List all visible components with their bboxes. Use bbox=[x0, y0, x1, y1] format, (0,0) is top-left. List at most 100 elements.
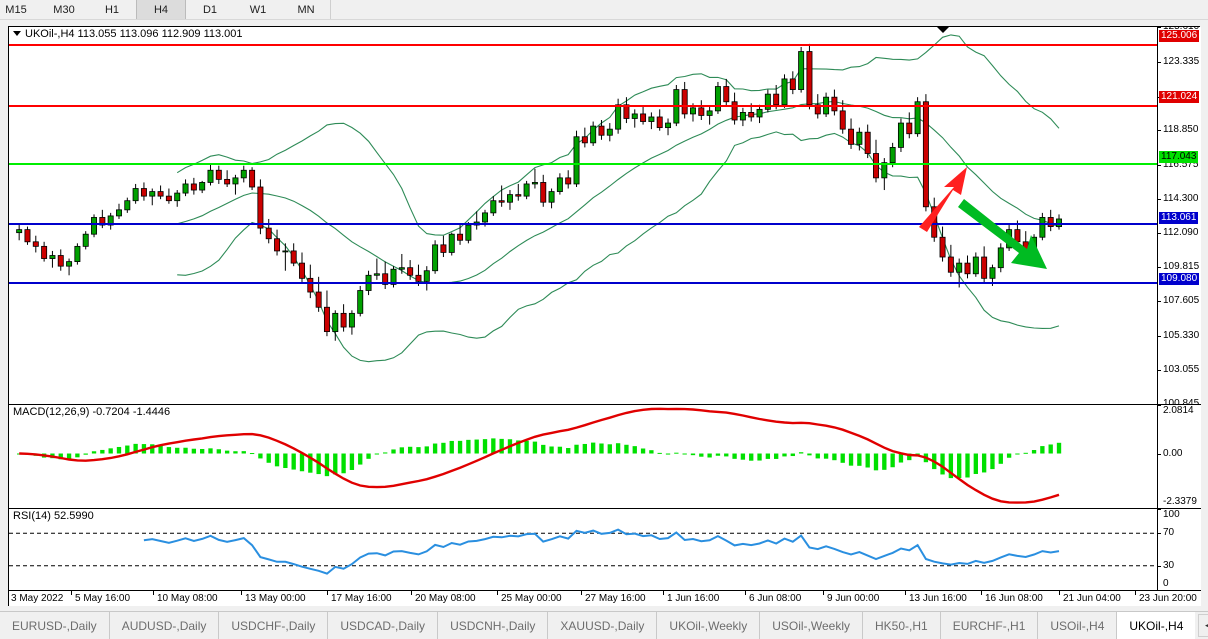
time-tickmark bbox=[663, 591, 664, 595]
timeframe-button-w1[interactable]: W1 bbox=[234, 0, 282, 19]
symbol-tab-eurusd-daily[interactable]: EURUSD-,Daily bbox=[0, 612, 110, 639]
symbol-tab-usdcnh-daily[interactable]: USDCNH-,Daily bbox=[438, 612, 549, 639]
time-tickmark bbox=[581, 591, 582, 595]
symbol-tab-hk50-h1[interactable]: HK50-,H1 bbox=[863, 612, 941, 639]
rsi-plot[interactable] bbox=[9, 509, 1157, 590]
price-tick-label: 118.850 bbox=[1163, 123, 1199, 135]
time-tickmark bbox=[327, 591, 328, 595]
price-tick-label: 103.055 bbox=[1163, 364, 1200, 376]
rsi-tick-label: 0 bbox=[1163, 578, 1169, 589]
symbol-tab-bar[interactable]: EURUSD-,Daily AUDUSD-,Daily USDCHF-,Daily U… bbox=[0, 611, 1208, 639]
chart-top-marker-icon bbox=[936, 27, 950, 33]
price-pane-title-text: UKOil-,H4 113.055 113.096 112.909 113.00… bbox=[25, 28, 243, 40]
time-tickmark bbox=[823, 591, 824, 595]
time-tickmark bbox=[241, 591, 242, 595]
timeframe-button-group: M15 M30 H1 H4 D1 W1 MN bbox=[0, 0, 331, 19]
macd-pane[interactable]: 2.0814 0.00 -2.3379 MACD(12,26,9) -0.7204 … bbox=[9, 405, 1201, 509]
level-line-113[interactable] bbox=[9, 223, 1157, 225]
symbol-tab-audusd-daily[interactable]: AUDUSD-,Daily bbox=[109, 612, 220, 639]
price-level-tag-121-024[interactable]: 121.024 bbox=[1159, 90, 1200, 103]
price-plot[interactable] bbox=[9, 27, 1157, 404]
rsi-axis: 100 70 30 0 bbox=[1157, 509, 1201, 590]
level-line-121[interactable] bbox=[9, 105, 1157, 107]
price-tickmark bbox=[1158, 301, 1161, 303]
symbol-tab-usdcad-daily[interactable]: USDCAD-,Daily bbox=[328, 612, 439, 639]
time-tickmark bbox=[153, 591, 154, 595]
rsi-tick-label: 100 bbox=[1163, 509, 1180, 520]
tab-scroll-controls: ◀ ▶ bbox=[1195, 612, 1208, 639]
time-tick-label: 21 Jun 04:00 bbox=[1063, 593, 1121, 604]
price-tickmark bbox=[1158, 199, 1161, 201]
price-tick-label: 105.330 bbox=[1163, 329, 1200, 341]
rsi-pane[interactable]: 100 70 30 0 RSI(14) 52.5990 bbox=[9, 509, 1201, 591]
rsi-tickmark bbox=[1158, 533, 1161, 535]
price-tick-label: 114.300 bbox=[1163, 193, 1199, 205]
symbol-tab-usdchf-daily[interactable]: USDCHF-,Daily bbox=[219, 612, 329, 639]
rsi-tick-label: 70 bbox=[1163, 527, 1175, 539]
symbol-tab-ukoil-h4[interactable]: UKOil-,H4 bbox=[1117, 612, 1196, 639]
price-axis[interactable]: 125.610 123.335 121.024 118.850 116.575 114.3… bbox=[1157, 27, 1201, 404]
timeframe-button-mn[interactable]: MN bbox=[282, 0, 330, 19]
timeframe-button-m15[interactable]: M15 bbox=[0, 0, 40, 19]
level-line-117[interactable] bbox=[9, 163, 1157, 165]
candlestick-svg bbox=[16, 34, 1062, 363]
symbol-tab-usoil-h4[interactable]: USOil-,H4 bbox=[1038, 612, 1118, 639]
price-level-tag-109-080[interactable]: 109.080 bbox=[1159, 272, 1200, 285]
price-tick-label: 112.090 bbox=[1163, 226, 1199, 238]
price-tick-label: 123.335 bbox=[1163, 55, 1200, 67]
price-tick-label: 116.575 bbox=[1163, 158, 1199, 170]
time-tick-label: 6 Jun 08:00 bbox=[749, 593, 802, 604]
time-tick-label: 16 Jun 08:00 bbox=[985, 593, 1043, 604]
timeframe-button-h4[interactable]: H4 bbox=[136, 0, 186, 19]
price-tickmark bbox=[1158, 232, 1161, 234]
price-tick-label: 109.815 bbox=[1163, 261, 1200, 273]
time-axis[interactable]: 3 May 2022 5 May 16:00 10 May 08:00 13 May … bbox=[9, 591, 1201, 606]
time-tickmark bbox=[497, 591, 498, 595]
time-tick-label: 3 May 2022 bbox=[11, 593, 64, 604]
price-tickmark bbox=[1158, 61, 1161, 63]
time-tickmark bbox=[411, 591, 412, 595]
price-tickmark bbox=[1158, 164, 1161, 166]
price-tickmark bbox=[1158, 335, 1161, 337]
time-tick-label: 1 Jun 16:00 bbox=[667, 593, 720, 604]
timeframe-button-d1[interactable]: D1 bbox=[186, 0, 234, 19]
time-tick-label: 25 May 00:00 bbox=[501, 593, 562, 604]
level-line-109[interactable] bbox=[9, 282, 1157, 284]
symbol-tab-usoil-weekly[interactable]: USOil-,Weekly bbox=[760, 612, 864, 639]
macd-tickmark bbox=[1158, 405, 1161, 406]
rsi-pane-title: RSI(14) 52.5990 bbox=[13, 510, 94, 522]
timeframe-toolbar: M15 M30 H1 H4 D1 W1 MN bbox=[0, 0, 1208, 20]
time-tick-label: 9 Jun 00:00 bbox=[827, 593, 880, 604]
price-level-tag-113-061[interactable]: 113.061 bbox=[1159, 212, 1199, 225]
time-tickmark bbox=[1135, 591, 1136, 595]
macd-histogram bbox=[16, 438, 1062, 479]
time-tick-label: 13 Jun 16:00 bbox=[909, 593, 967, 604]
symbol-tab-xauusd-daily[interactable]: XAUUSD-,Daily bbox=[548, 612, 658, 639]
timeframe-button-m30[interactable]: M30 bbox=[40, 0, 88, 19]
symbol-tab-ukoil-weekly[interactable]: UKOil-,Weekly bbox=[657, 612, 761, 639]
time-tick-label: 13 May 00:00 bbox=[245, 593, 306, 604]
time-tickmark bbox=[981, 591, 982, 595]
time-tick-label: 23 Jun 20:00 bbox=[1139, 593, 1197, 604]
rsi-tick-label: 30 bbox=[1163, 559, 1175, 571]
price-level-tag-117-043[interactable]: 117.043 bbox=[1159, 151, 1199, 164]
tab-scroll-left-button[interactable]: ◀ bbox=[1198, 614, 1208, 637]
symbol-tab-eurchf-h1[interactable]: EURCHF-,H1 bbox=[940, 612, 1039, 639]
time-tickmark bbox=[905, 591, 906, 595]
timeframe-button-h1[interactable]: H1 bbox=[88, 0, 136, 19]
chevron-down-icon[interactable] bbox=[13, 31, 21, 36]
chart-area[interactable]: 125.610 123.335 121.024 118.850 116.575 114.3… bbox=[8, 26, 1201, 606]
price-level-tag-125-006[interactable]: 125.006 bbox=[1159, 30, 1200, 43]
macd-plot[interactable] bbox=[9, 405, 1157, 508]
macd-signal-line bbox=[19, 407, 1060, 504]
price-pane[interactable]: 125.610 123.335 121.024 118.850 116.575 114.3… bbox=[9, 27, 1201, 405]
rsi-line bbox=[143, 528, 1060, 575]
candle-series bbox=[16, 43, 1062, 341]
price-pane-title: UKOil-,H4 113.055 113.096 112.909 113.00… bbox=[13, 28, 243, 40]
macd-svg bbox=[16, 407, 1062, 504]
level-line-125[interactable] bbox=[9, 44, 1157, 46]
price-tick-label: 125.610 bbox=[1163, 27, 1199, 32]
price-tick-label: 107.605 bbox=[1163, 295, 1200, 307]
macd-pane-title: MACD(12,26,9) -0.7204 -1.4446 bbox=[13, 406, 171, 418]
